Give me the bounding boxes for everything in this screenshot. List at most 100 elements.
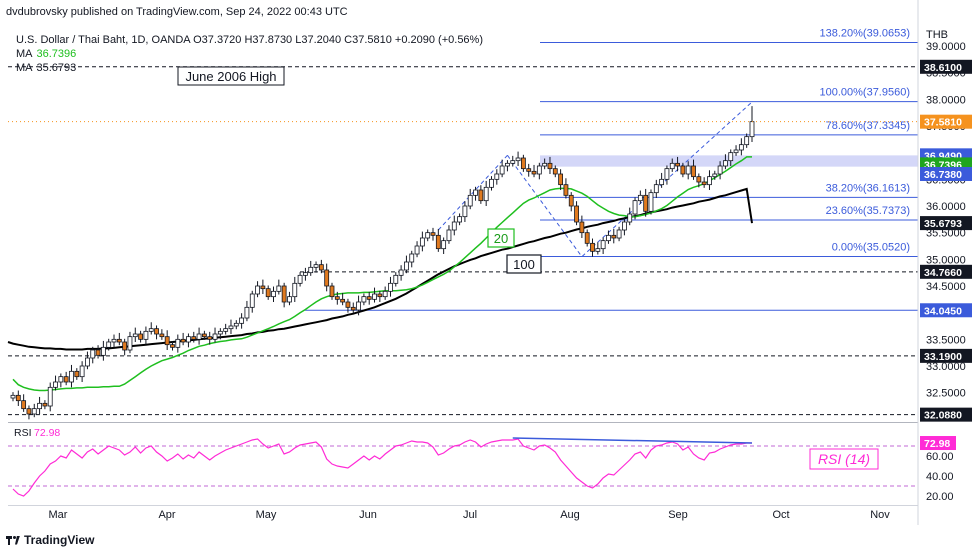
candle-body	[74, 370, 80, 378]
candle-body	[473, 189, 478, 196]
level-label: 34.0450	[920, 303, 972, 318]
ma-legend-20[interactable]: MA 36.7396	[16, 48, 76, 60]
candle	[26, 405, 32, 420]
axis-value-label-text: 35.6793	[924, 218, 962, 230]
candle-body	[366, 296, 372, 300]
candle	[526, 163, 532, 177]
candle-body	[287, 296, 292, 303]
candle-body	[47, 386, 53, 407]
candle	[457, 213, 462, 226]
candle-body	[707, 176, 712, 186]
candle-body	[127, 336, 133, 351]
annotation-text: 20	[494, 231, 508, 246]
candle-body	[159, 333, 165, 338]
candle-body	[361, 296, 367, 303]
footer-brand[interactable]: TradingView	[6, 533, 94, 547]
candle	[15, 390, 21, 406]
candle	[154, 325, 159, 340]
candle	[404, 255, 409, 274]
level-label: 33.1900	[920, 348, 972, 363]
candle	[21, 394, 27, 412]
candle	[723, 154, 728, 170]
candle-body	[441, 240, 447, 250]
candle-body	[212, 333, 218, 340]
candle-body	[680, 165, 686, 175]
candle	[643, 188, 649, 217]
candle-body	[164, 336, 170, 346]
candle	[637, 190, 643, 204]
level-label-bg	[920, 264, 972, 279]
candle-body	[37, 402, 42, 410]
candle-body	[404, 261, 409, 271]
axis-value-label-bg	[920, 167, 972, 181]
rsi-annotation-box	[809, 448, 879, 470]
candle-body	[712, 173, 718, 178]
candle-body	[111, 338, 117, 343]
candle-body	[377, 293, 383, 298]
candle-body	[196, 333, 202, 340]
candle	[138, 330, 143, 343]
fib-trendline	[507, 101, 753, 258]
candle	[148, 322, 154, 335]
candle-body	[733, 149, 739, 154]
candle	[372, 287, 377, 303]
rsi-pane[interactable]: RSI 72.98 RSI (14)	[8, 427, 918, 497]
ma-label: MA	[16, 62, 33, 74]
candle	[653, 179, 659, 198]
candle	[563, 178, 569, 199]
level-label-text: 38.6100	[924, 62, 962, 74]
candle	[196, 327, 202, 345]
candle-body	[446, 229, 452, 242]
time-tick-label: Jul	[463, 509, 477, 521]
candle	[318, 259, 324, 274]
candle-body	[95, 349, 101, 356]
publish-header: dvdubrovsky published on TradingView.com…	[6, 6, 348, 18]
ma-label: MA	[16, 48, 33, 60]
candle	[419, 231, 425, 252]
fib-level-label: 38.20%(36.1613)	[826, 182, 910, 194]
candle	[568, 192, 574, 212]
candle-body	[542, 162, 548, 167]
candle-body	[249, 293, 255, 308]
ma-legend-100[interactable]: MA 35.6793	[16, 62, 76, 74]
candle-body	[425, 232, 431, 239]
fib-level-label: 100.00%(37.9560)	[819, 87, 910, 99]
candle-body	[398, 269, 404, 276]
candle	[164, 330, 170, 350]
candle-body	[419, 237, 425, 247]
candle	[696, 173, 702, 188]
price-pane[interactable]: 138.20%(39.0653) 100.00%(37.9560) 78.60%(3…	[7, 28, 918, 423]
candle	[574, 201, 579, 226]
price-tick-label: 33.0000	[926, 361, 966, 373]
level-label-text: 34.7660	[924, 267, 962, 279]
candle	[255, 281, 260, 298]
candle	[515, 151, 521, 166]
candle-body	[499, 165, 505, 175]
candle-body	[26, 408, 32, 415]
candle-body	[334, 296, 340, 300]
candle-body	[313, 264, 319, 268]
candle	[520, 154, 526, 172]
candle-body	[10, 394, 16, 399]
candle	[622, 217, 627, 236]
candle-body	[595, 248, 601, 252]
price-axis[interactable]: THB32.500033.000033.500034.000034.500035…	[917, 0, 972, 525]
candle	[701, 177, 707, 188]
candle-body	[122, 341, 128, 351]
candle-body	[329, 285, 335, 298]
candle	[239, 313, 245, 329]
candle	[207, 331, 213, 345]
candle	[308, 260, 314, 276]
candle	[483, 180, 489, 206]
candle-body	[536, 165, 542, 175]
time-tick-label: Oct	[772, 509, 789, 521]
candle	[547, 156, 553, 174]
level-label: 32.0880	[920, 407, 972, 422]
candle-body	[728, 152, 734, 162]
candle-body	[749, 121, 755, 138]
rsi-divergence-line	[512, 437, 753, 444]
candle-body	[622, 221, 627, 231]
candle	[451, 215, 457, 236]
candle	[58, 373, 64, 388]
